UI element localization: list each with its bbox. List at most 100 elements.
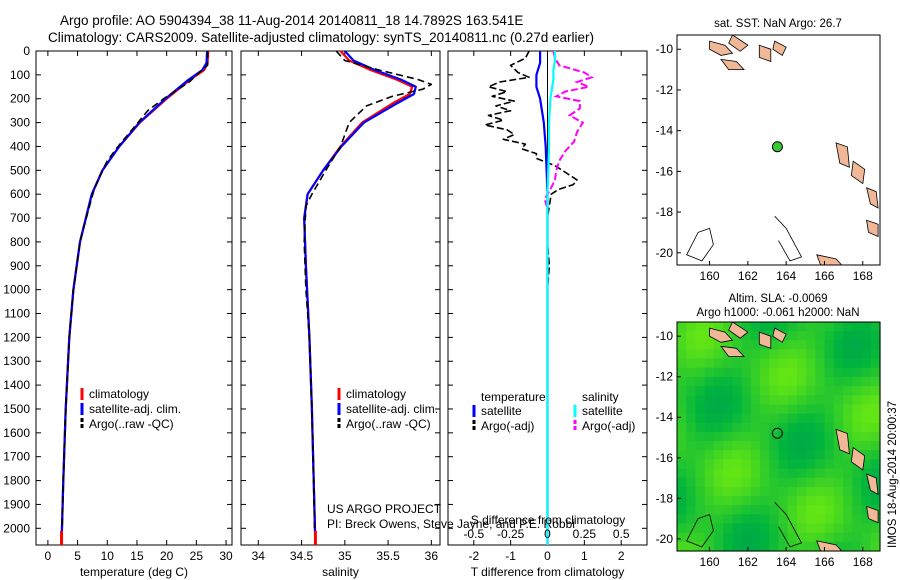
- map-frame-sst-map: [676, 34, 881, 266]
- sla-cell: [778, 358, 789, 369]
- sla-cell: [861, 386, 872, 396]
- sla-cell: [861, 486, 872, 497]
- sla-cell: [704, 404, 715, 415]
- sla-cell: [760, 486, 770, 497]
- sla-cell: [686, 422, 696, 433]
- sla-cell: [833, 459, 844, 470]
- sla-cell: [806, 514, 816, 525]
- legend-label-sal: Argo(-adj): [582, 419, 635, 433]
- sla-cell: [769, 459, 780, 470]
- sla-cell: [723, 340, 733, 351]
- sla-cell: [797, 404, 807, 415]
- sla-cell: [861, 404, 872, 415]
- sla-cell: [686, 431, 696, 442]
- sla-cell: [677, 377, 687, 387]
- sla-cell: [769, 505, 780, 515]
- sla-cell: [769, 395, 780, 406]
- sla-cell: [741, 404, 752, 415]
- sla-cell: [713, 386, 724, 396]
- sla-cell: [861, 340, 872, 351]
- sla-cell: [815, 395, 826, 406]
- sla-cell: [870, 431, 881, 442]
- sla-cell: [741, 331, 752, 341]
- sla-cell: [861, 496, 872, 506]
- legend-label-salinity-profile: Argo(..raw -QC): [346, 417, 431, 431]
- sla-cell: [769, 514, 780, 525]
- x-axis-label-salinity-profile: salinity: [322, 565, 359, 579]
- sla-cell: [778, 514, 789, 525]
- sla-cell: [852, 386, 863, 396]
- legend-label-sal: satellite: [582, 404, 623, 418]
- sla-cell: [815, 413, 826, 424]
- sla-cell: [787, 404, 798, 415]
- sla-cell: [750, 322, 761, 332]
- sla-cell: [806, 505, 816, 515]
- sla-map-title-line1: Altim. SLA: -0.0069: [728, 293, 827, 305]
- sla-cell: [686, 377, 696, 387]
- sla-cell: [704, 349, 715, 360]
- sla-cell: [824, 532, 835, 543]
- sla-cell: [815, 496, 826, 506]
- sla-cell: [861, 358, 872, 369]
- sla-cell: [843, 523, 853, 534]
- sla-cell: [677, 340, 687, 351]
- sla-cell: [861, 514, 872, 525]
- sla-cell: [695, 505, 706, 515]
- sla-cell: [870, 523, 881, 534]
- sla-cell: [833, 532, 844, 543]
- sla-cell: [732, 441, 743, 451]
- island-sst-map: [709, 40, 734, 56]
- sla-cell: [695, 413, 706, 424]
- sla-cell: [677, 331, 687, 341]
- sla-cell: [760, 441, 770, 451]
- sla-cell: [778, 505, 789, 515]
- sla-cell: [677, 413, 687, 424]
- sla-cell: [806, 431, 816, 442]
- sla-cell: [824, 468, 835, 479]
- sla-cell: [750, 422, 761, 433]
- map-y-tick-label: -18: [656, 205, 674, 219]
- sla-cell: [760, 349, 770, 360]
- island-sst-map: [720, 58, 745, 70]
- sla-cell: [843, 541, 853, 552]
- sla-cell: [713, 450, 724, 460]
- island-sla-map: [772, 327, 787, 343]
- sla-cell: [750, 459, 761, 470]
- sla-cell: [750, 377, 761, 387]
- sla-cell: [815, 349, 826, 360]
- sla-cell: [695, 450, 706, 460]
- sla-cell: [778, 377, 789, 387]
- sla-cell: [870, 441, 881, 451]
- sla-cell: [824, 477, 835, 488]
- sla-cell: [760, 450, 770, 460]
- sla-cell: [778, 431, 789, 442]
- sla-cell: [741, 541, 752, 552]
- sla-cell: [806, 367, 816, 378]
- sla-cell: [778, 386, 789, 396]
- sla-cell: [787, 523, 798, 534]
- sla-cell: [723, 377, 733, 387]
- sla-cell: [713, 441, 724, 451]
- sla-cell: [760, 322, 770, 332]
- sla-cell: [704, 377, 715, 387]
- y-tick-label: 2000: [3, 521, 30, 535]
- x-tick-label-temperature-profile: 15: [130, 549, 144, 563]
- sla-cell: [695, 349, 706, 360]
- sla-cell: [741, 523, 752, 534]
- sla-cell: [677, 532, 687, 543]
- sla-cell: [797, 331, 807, 341]
- sla-cell: [713, 523, 724, 534]
- legend-label-temp: satellite: [481, 404, 522, 418]
- sla-cell: [797, 367, 807, 378]
- sla-cell: [806, 541, 816, 552]
- sla-cell: [695, 477, 706, 488]
- sla-cell: [833, 514, 844, 525]
- sla-cell: [760, 395, 770, 406]
- sla-cell: [686, 404, 696, 415]
- sla-cell: [806, 441, 816, 451]
- map-x-tick-label: 164: [776, 555, 796, 569]
- map-frame-sla-map: [676, 321, 881, 552]
- sla-cell: [870, 395, 881, 406]
- sla-cell: [713, 468, 724, 479]
- sla-cell: [870, 331, 881, 341]
